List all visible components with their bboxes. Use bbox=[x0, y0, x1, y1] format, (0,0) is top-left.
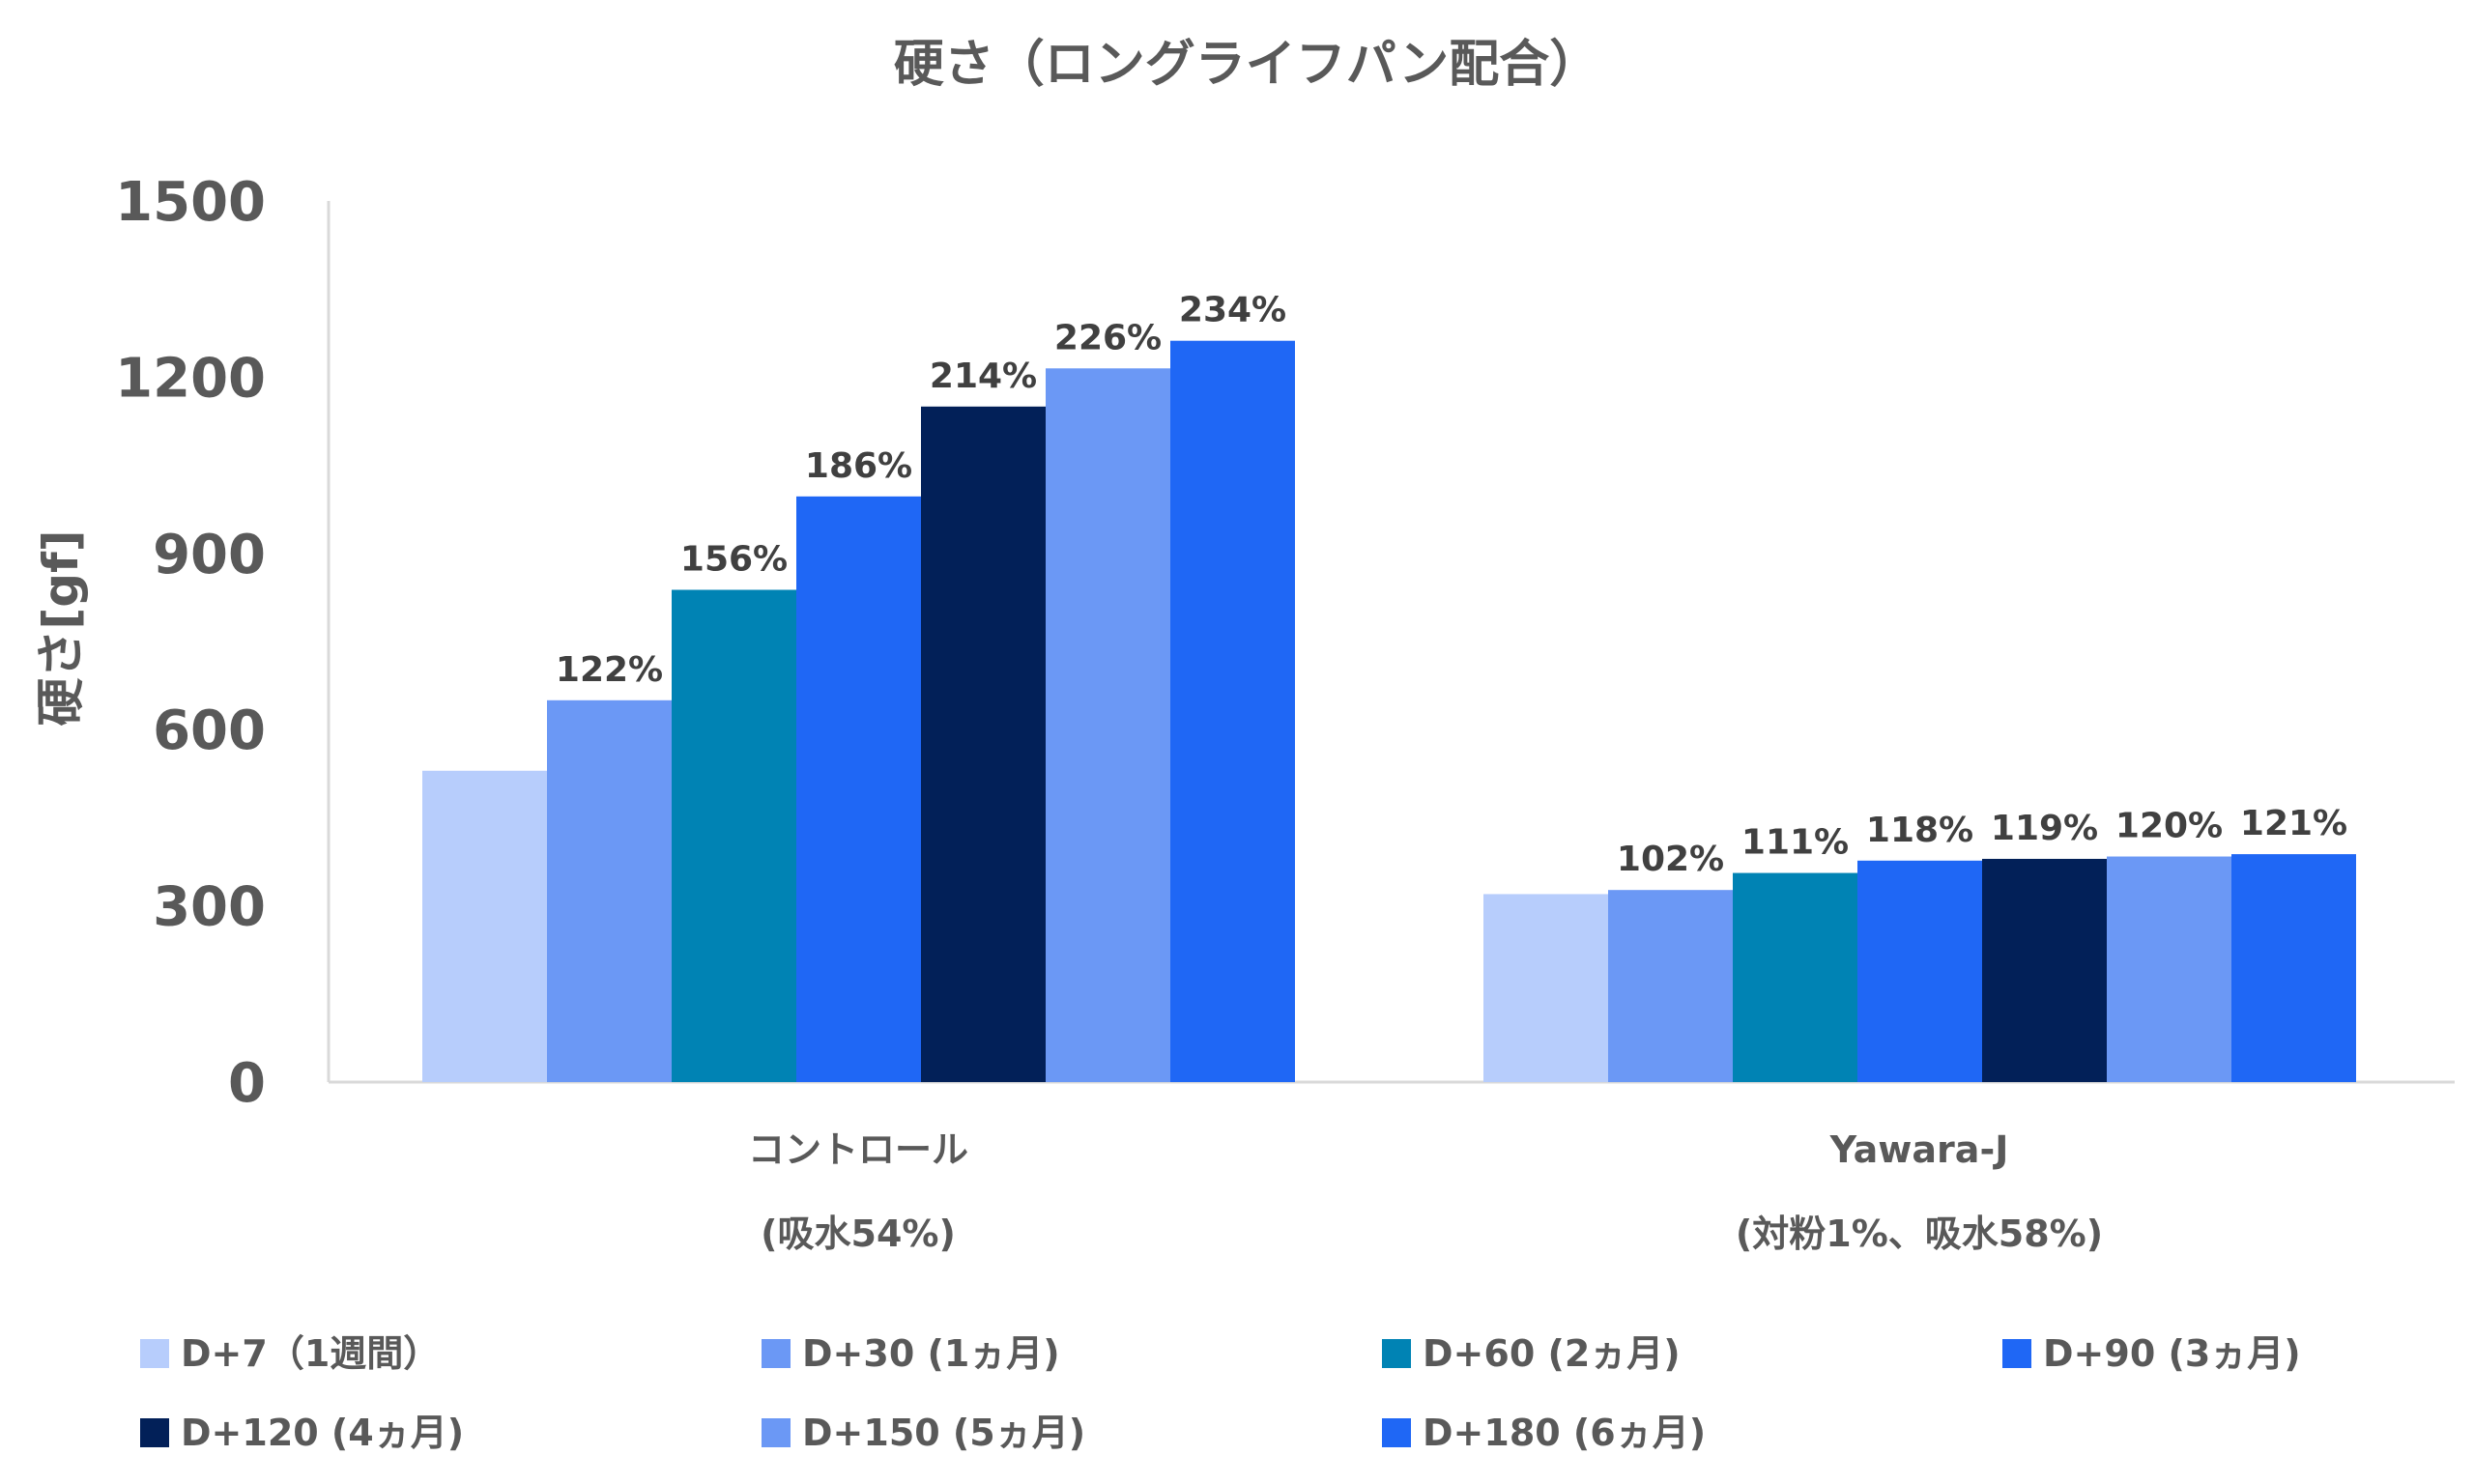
legend-label: D+90 (3ヵ月) bbox=[2043, 1332, 2301, 1375]
data-label: 234% bbox=[1179, 291, 1286, 330]
bar bbox=[921, 406, 1046, 1082]
data-label: 119% bbox=[1991, 809, 2098, 848]
legend-swatch bbox=[140, 1339, 169, 1368]
legend-swatch bbox=[2002, 1339, 2031, 1368]
legend-item: D+90 (3ヵ月) bbox=[2002, 1332, 2301, 1375]
bar bbox=[1733, 872, 1857, 1082]
bar bbox=[1046, 368, 1170, 1082]
data-label: 122% bbox=[556, 650, 663, 690]
data-label: 156% bbox=[680, 539, 788, 579]
legend-label: D+180 (6ヵ月) bbox=[1423, 1412, 1706, 1454]
data-label: 102% bbox=[1617, 840, 1724, 879]
legend-item: D+150 (5ヵ月) bbox=[762, 1412, 1085, 1454]
legend-item: D+30 (1ヵ月) bbox=[762, 1332, 1060, 1375]
legend-swatch bbox=[1382, 1418, 1411, 1447]
legend-swatch bbox=[1382, 1339, 1411, 1368]
category-label: コントロール bbox=[748, 1128, 968, 1171]
legend-label: D+60 (2ヵ月) bbox=[1423, 1332, 1681, 1375]
bar bbox=[547, 699, 672, 1082]
y-tick-label: 1500 bbox=[115, 171, 266, 234]
legend-label: D+150 (5ヵ月) bbox=[802, 1412, 1085, 1454]
legend-label: D+7（1週間） bbox=[181, 1332, 440, 1375]
legend-item: D+60 (2ヵ月) bbox=[1382, 1332, 1681, 1375]
bar bbox=[2107, 856, 2231, 1082]
data-labels: 122% 102% 156% 111% 186% 118% 214% 119% 226% 120%… bbox=[556, 291, 2347, 879]
data-label: 214% bbox=[930, 357, 1037, 396]
data-label: 118% bbox=[1866, 811, 1973, 850]
bar bbox=[1982, 858, 2107, 1082]
bar bbox=[1608, 890, 1733, 1082]
bar bbox=[422, 770, 547, 1082]
legend-label: D+30 (1ヵ月) bbox=[802, 1332, 1060, 1375]
chart-title: 硬さ（ロングライフパン配合） bbox=[894, 36, 1600, 94]
legend-item: D+180 (6ヵ月) bbox=[1382, 1412, 1706, 1454]
data-label: 111% bbox=[1741, 823, 1849, 863]
legend-item: D+7（1週間） bbox=[140, 1332, 440, 1375]
data-label: 121% bbox=[2240, 804, 2347, 843]
data-label: 120% bbox=[2115, 807, 2223, 846]
y-tick-label: 0 bbox=[228, 1052, 266, 1115]
y-tick-label: 1200 bbox=[115, 347, 266, 410]
legend-item: D+120 (4ヵ月) bbox=[140, 1412, 464, 1454]
bar bbox=[1170, 340, 1295, 1083]
data-label: 226% bbox=[1054, 318, 1162, 357]
data-label: 186% bbox=[805, 446, 912, 486]
bar bbox=[672, 589, 796, 1082]
y-ticks: 0 300 600 900 1200 1500 bbox=[115, 171, 266, 1115]
legend-swatch bbox=[762, 1418, 791, 1447]
category-labels: コントロール (吸水54%) Yawara-J (対粉1%、吸水58%) bbox=[748, 1128, 2103, 1255]
category-sublabel: (吸水54%) bbox=[761, 1213, 956, 1255]
y-axis-label: 硬さ[gf] bbox=[33, 529, 89, 726]
bars bbox=[422, 340, 2356, 1083]
bar bbox=[1483, 894, 1608, 1082]
legend-swatch bbox=[762, 1339, 791, 1368]
bar bbox=[1857, 860, 1982, 1082]
bar bbox=[796, 496, 921, 1082]
bar bbox=[2231, 854, 2356, 1082]
category-sublabel: (対粉1%、吸水58%) bbox=[1736, 1213, 2103, 1255]
category-label: Yawara-J bbox=[1829, 1128, 2009, 1171]
y-tick-label: 900 bbox=[153, 524, 266, 586]
legend: D+7（1週間） D+30 (1ヵ月) D+60 (2ヵ月) D+90 (3ヵ月) D+… bbox=[140, 1332, 2301, 1454]
legend-label: D+120 (4ヵ月) bbox=[181, 1412, 464, 1454]
y-tick-label: 300 bbox=[153, 876, 266, 939]
y-tick-label: 600 bbox=[153, 699, 266, 762]
legend-swatch bbox=[140, 1418, 169, 1447]
